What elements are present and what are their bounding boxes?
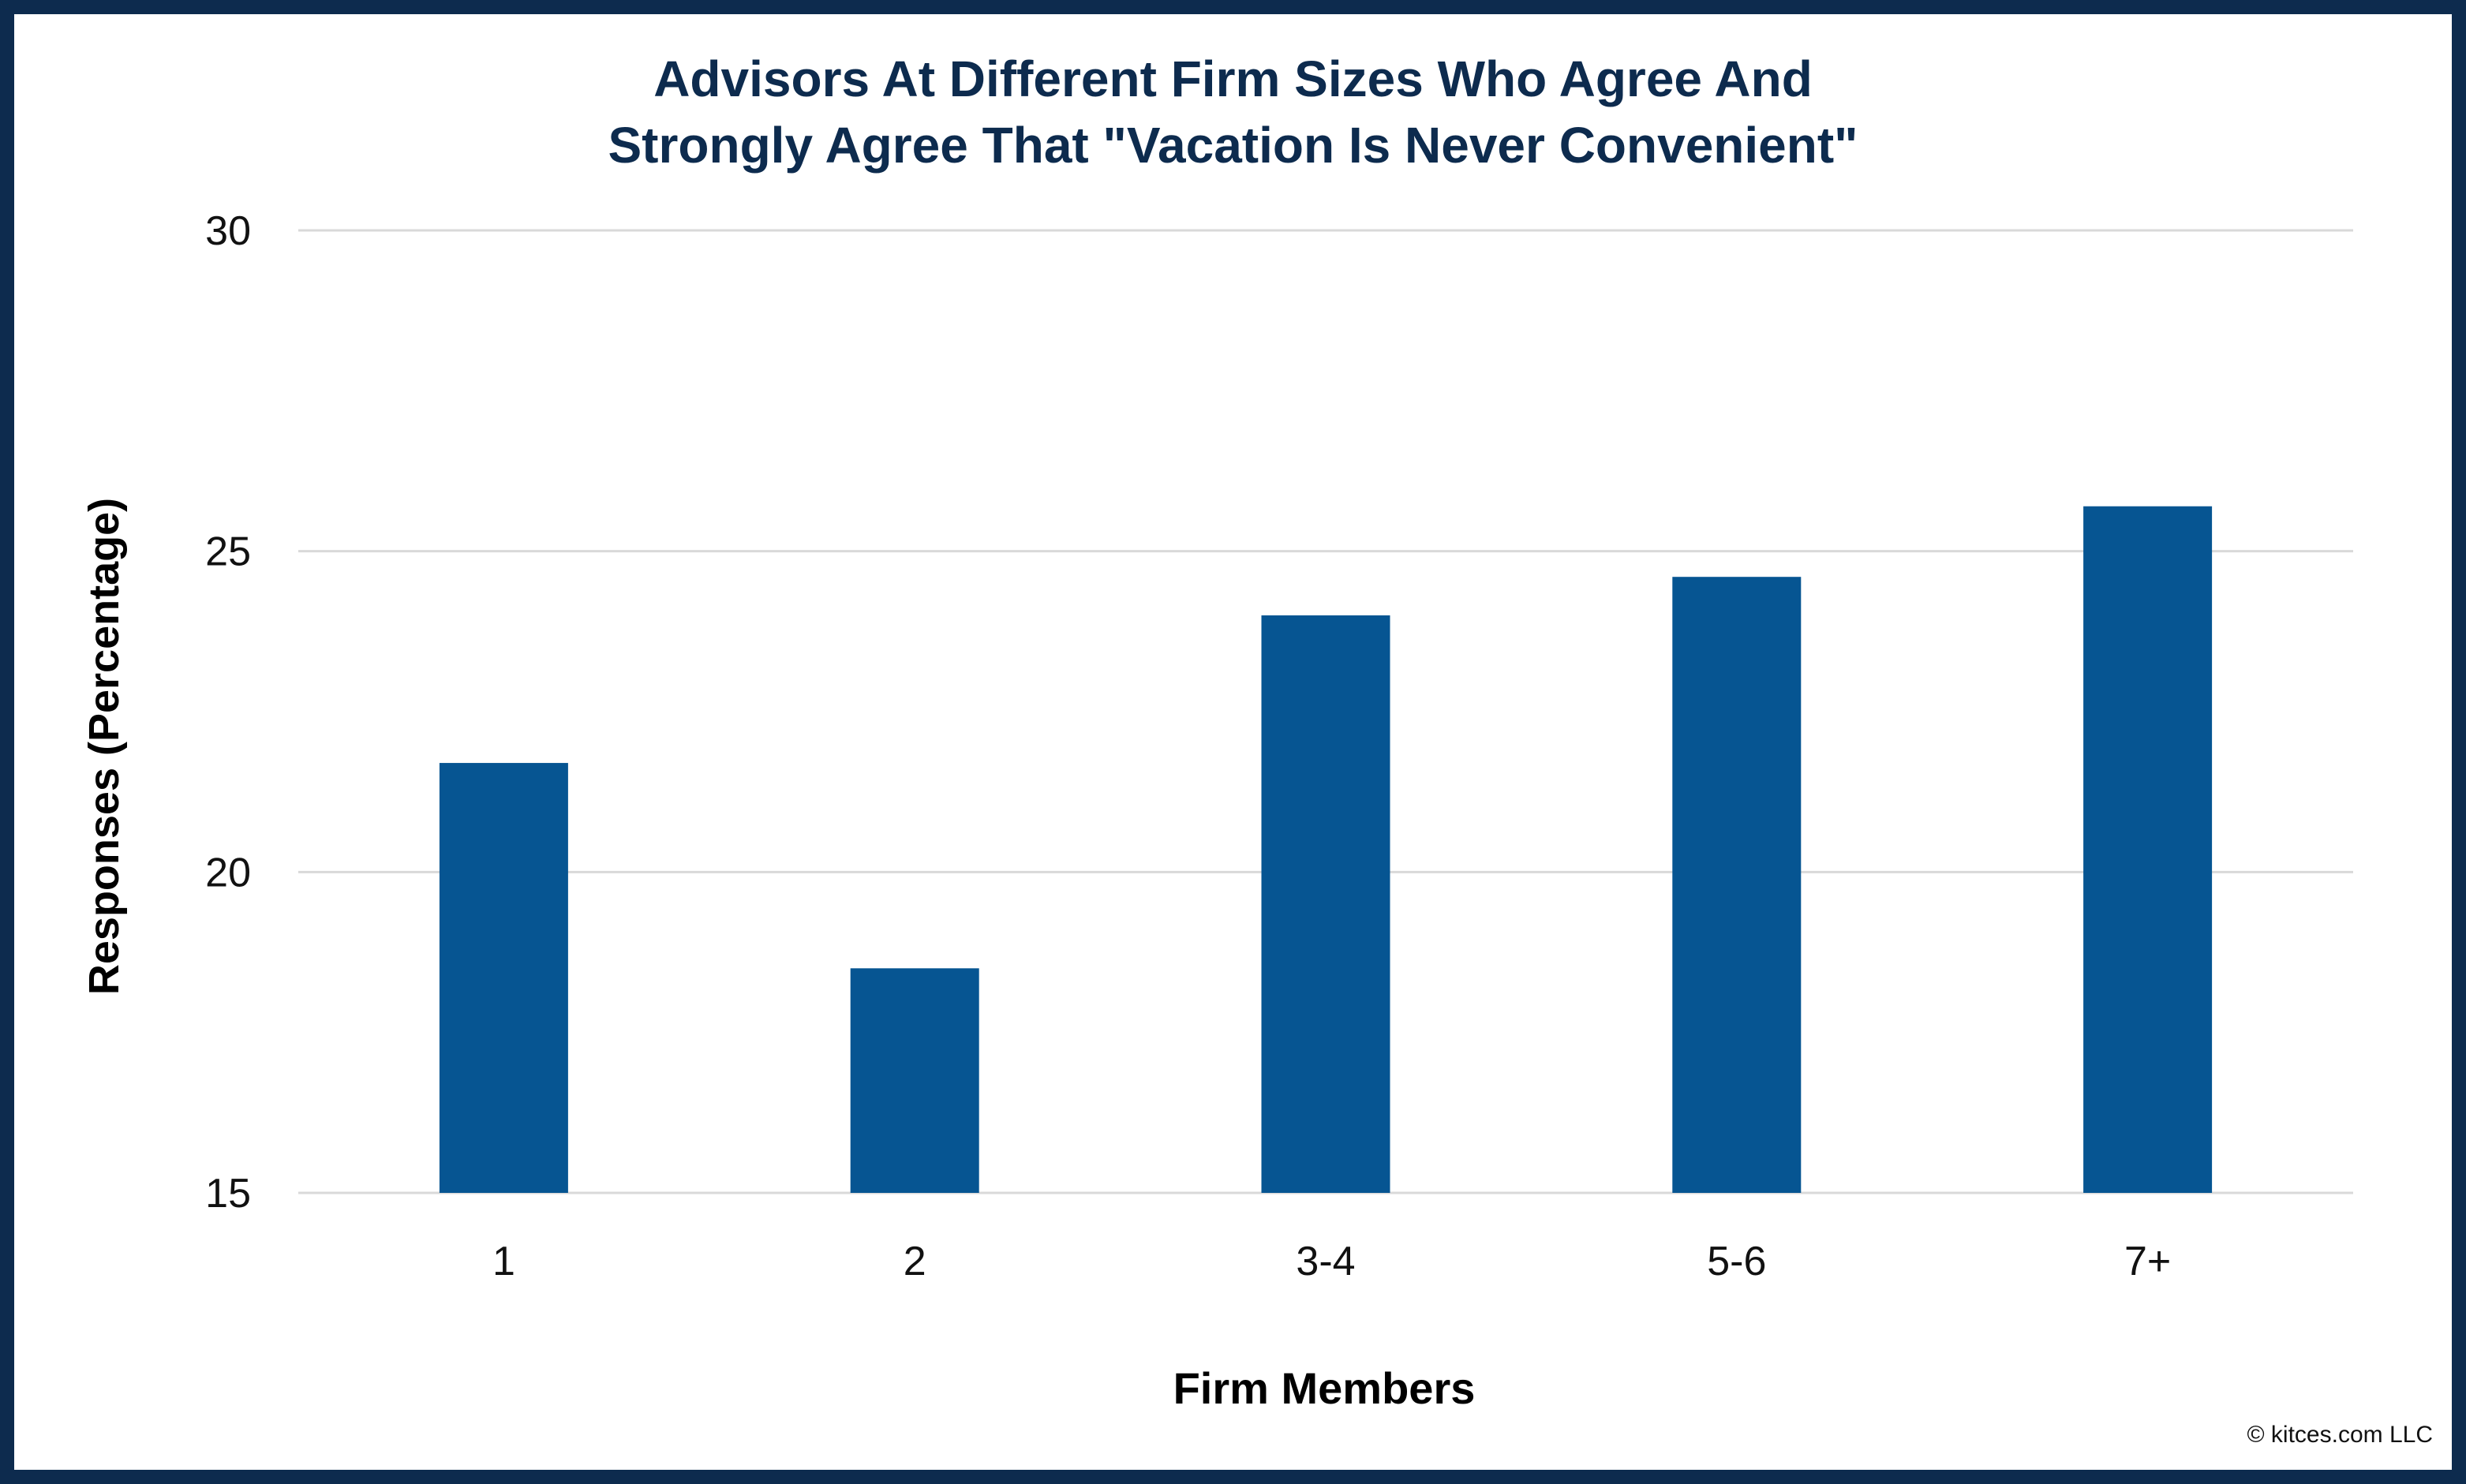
x-tick-label: 2 bbox=[904, 1239, 926, 1284]
x-axis-label: Firm Members bbox=[1173, 1363, 1476, 1413]
x-tick-label: 5-6 bbox=[1707, 1239, 1766, 1284]
x-tick-label: 1 bbox=[492, 1239, 515, 1284]
x-tick-label: 3-4 bbox=[1296, 1239, 1355, 1284]
bar bbox=[1672, 577, 1802, 1193]
bar bbox=[439, 763, 568, 1193]
bar bbox=[2083, 506, 2213, 1193]
y-tick-label: 20 bbox=[205, 850, 251, 895]
y-tick-label: 15 bbox=[205, 1171, 251, 1217]
chart-title-line-1: Advisors At Different Firm Sizes Who Agr… bbox=[653, 50, 1813, 107]
chart-title-line-2: Strongly Agree That "Vacation Is Never C… bbox=[608, 117, 1858, 174]
x-tick-label: 7+ bbox=[2124, 1239, 2171, 1284]
y-axis-label: Responses (Percentage) bbox=[80, 497, 128, 996]
y-tick-label: 25 bbox=[205, 529, 251, 575]
y-tick-label: 30 bbox=[205, 208, 251, 254]
bar bbox=[1261, 615, 1390, 1193]
copyright-notice: © kitces.com LLC bbox=[2247, 1422, 2433, 1448]
chart-title: Advisors At Different Firm Sizes Who Agr… bbox=[0, 46, 2466, 178]
bar bbox=[850, 968, 979, 1193]
